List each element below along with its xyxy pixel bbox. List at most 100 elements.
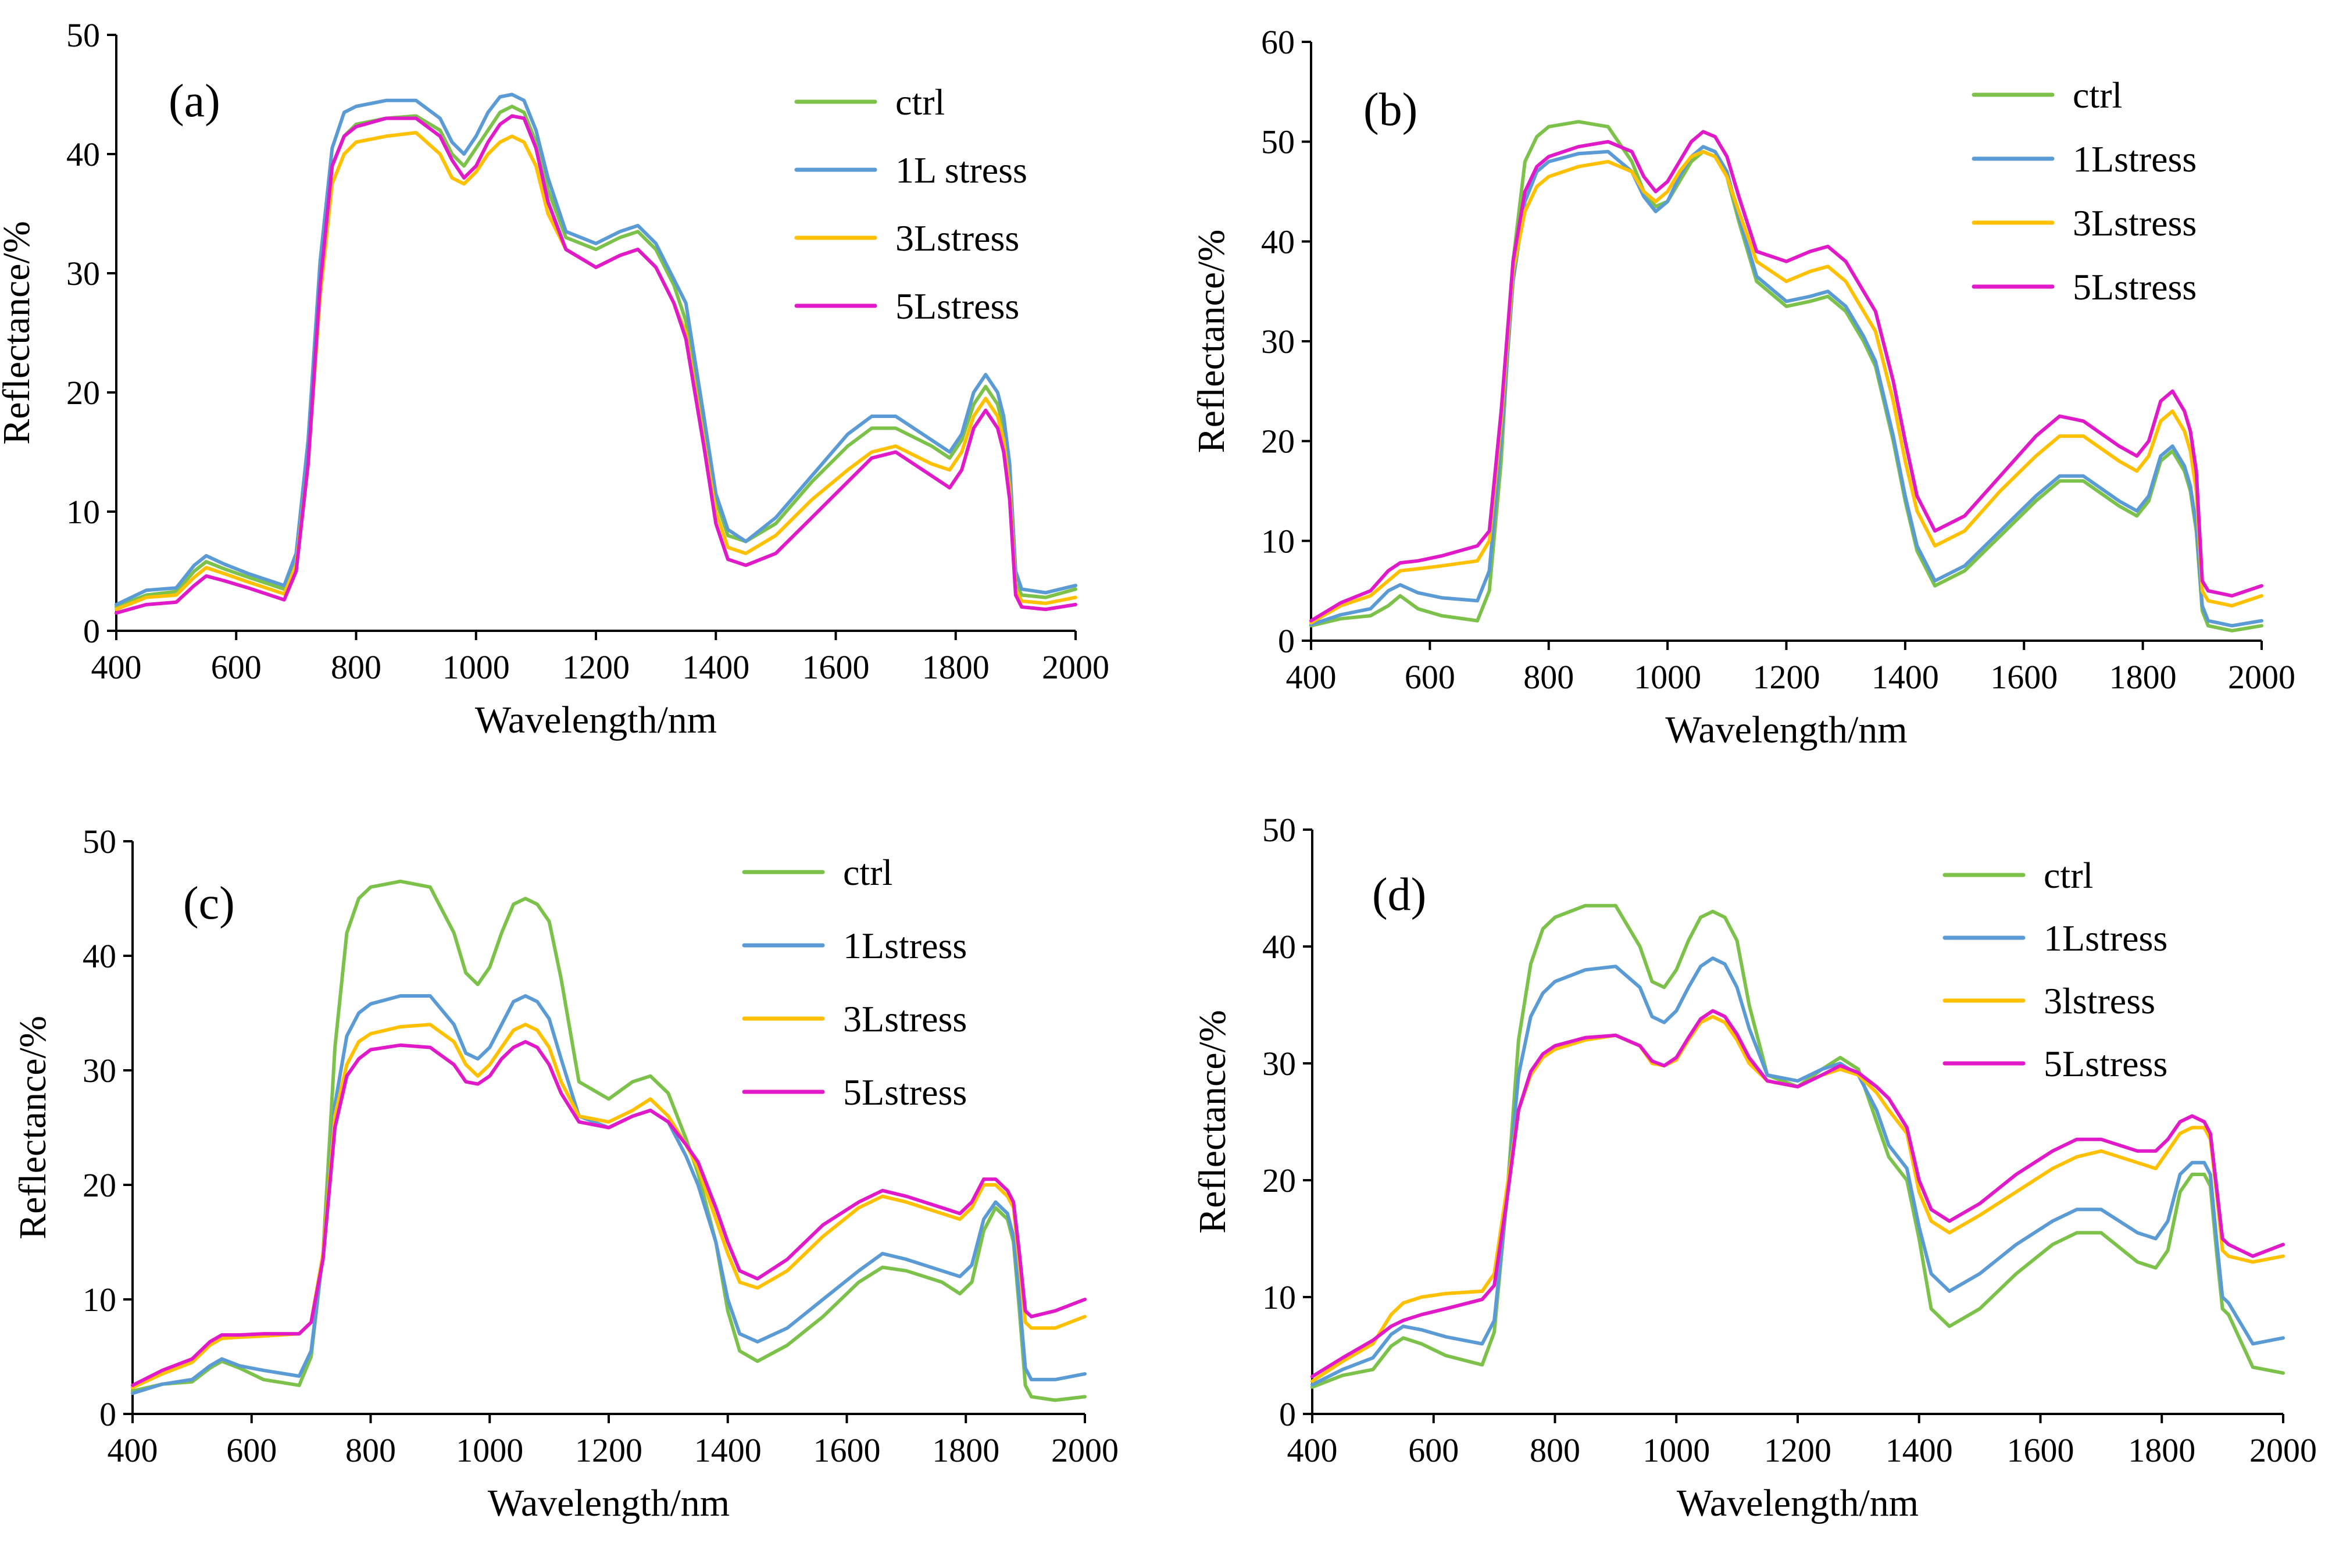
y-tick-label: 30 <box>66 255 100 292</box>
x-tick-label: 400 <box>108 1431 158 1469</box>
y-tick-label: 50 <box>66 16 100 54</box>
legend-label: 5Lstress <box>2044 1043 2167 1084</box>
legend: ctrl 1L stress 3Lstress 5Lstress <box>794 81 1027 327</box>
y-tick-label: 40 <box>1262 928 1296 966</box>
x-tick-label: 600 <box>1405 658 1455 696</box>
y-axis-title: Reflectance/% <box>0 221 38 445</box>
x-tick-label: 1200 <box>575 1431 642 1469</box>
x-tick-label: 800 <box>1523 658 1574 696</box>
series-line-s1 <box>115 92 1077 606</box>
y-tick-label: 10 <box>66 493 100 531</box>
legend-label: ctrl <box>843 852 892 893</box>
y-tick-label: 50 <box>1261 123 1295 161</box>
panel-label: (c) <box>183 878 235 929</box>
x-tick-label: 1800 <box>922 648 990 686</box>
x-tick-label: 800 <box>345 1431 396 1469</box>
x-tick-label: 2000 <box>1051 1431 1119 1469</box>
legend: ctrl 1Lstress 3Lstress 5Lstress <box>1972 74 2197 308</box>
x-tick-label: 1200 <box>562 648 630 686</box>
legend-label: 5Lstress <box>2073 266 2197 308</box>
series-line-s5 <box>1309 130 2263 623</box>
legend-label: 5Lstress <box>843 1071 967 1113</box>
x-tick-label: 1400 <box>1885 1431 1953 1469</box>
chart-panel-1: 400 600 800 1000 1200 1400 1600 1800 2000 0 10 20 30… <box>0 16 1109 741</box>
x-axis-title: Wavelength/nm <box>475 699 717 741</box>
legend-label: 3Lstress <box>2073 202 2197 244</box>
y-tick-label: 60 <box>1261 23 1295 61</box>
chart-panel-3: 400 600 800 1000 1200 1400 1600 1800 2000 0 10 20 30… <box>12 823 1119 1524</box>
x-tick-label: 1600 <box>802 648 870 686</box>
y-tick-label: 20 <box>1262 1162 1296 1199</box>
legend: ctrl 1Lstress 3lstress 5Lstress <box>1942 855 2167 1084</box>
x-tick-label: 800 <box>1530 1431 1580 1469</box>
x-tick-label: 1000 <box>456 1431 523 1469</box>
y-tick-label: 20 <box>1261 423 1295 460</box>
x-tick-label: 1600 <box>1990 658 2058 696</box>
y-tick-label: 20 <box>66 374 100 412</box>
legend-label: 3lstress <box>2044 980 2155 1021</box>
x-tick-label: 2000 <box>2249 1431 2317 1469</box>
x-tick-label: 2000 <box>2228 658 2295 696</box>
legend-label: 5Lstress <box>895 285 1019 327</box>
x-tick-label: 1400 <box>1872 658 1939 696</box>
y-tick-label: 50 <box>1262 811 1296 849</box>
y-tick-label: 40 <box>83 937 116 975</box>
series-line-s5 <box>115 114 1077 615</box>
x-tick-label: 1600 <box>2007 1431 2074 1469</box>
y-tick-label: 0 <box>83 612 100 650</box>
panel-label: (d) <box>1372 869 1426 920</box>
y-tick-label: 30 <box>1262 1045 1296 1083</box>
y-tick-label: 0 <box>1278 622 1295 660</box>
x-tick-label: 1800 <box>2128 1431 2195 1469</box>
x-tick-label: 1800 <box>932 1431 999 1469</box>
x-tick-label: 400 <box>91 648 142 686</box>
y-tick-label: 0 <box>1279 1395 1296 1433</box>
legend-label: 1Lstress <box>843 925 967 966</box>
chart-panel-4: 400 600 800 1000 1200 1400 1600 1800 2000 0 10 20 30… <box>1191 811 2317 1524</box>
series-line-s5 <box>1310 1009 2285 1378</box>
y-tick-label: 20 <box>83 1166 116 1204</box>
y-tick-label: 50 <box>83 823 116 860</box>
x-tick-label: 400 <box>1286 658 1337 696</box>
x-tick-label: 1600 <box>813 1431 881 1469</box>
y-tick-label: 40 <box>66 135 100 173</box>
y-axis-title: Reflectance/% <box>12 1016 54 1240</box>
x-tick-label: 800 <box>331 648 381 686</box>
chart-panel-2: 400 600 800 1000 1200 1400 1600 1800 2000 0 10 20 30… <box>1190 23 2295 751</box>
x-tick-label: 600 <box>1408 1431 1459 1469</box>
legend-label: ctrl <box>2044 855 2093 896</box>
x-tick-label: 1400 <box>694 1431 762 1469</box>
y-axis-title: Reflectance/% <box>1191 1010 1234 1234</box>
y-tick-label: 30 <box>83 1052 116 1090</box>
legend-label: ctrl <box>895 81 945 123</box>
legend-label: 1Lstress <box>2044 917 2167 959</box>
x-tick-label: 600 <box>211 648 262 686</box>
legend-label: 3Lstress <box>843 998 967 1040</box>
legend-label: 3Lstress <box>895 217 1019 259</box>
x-tick-label: 1000 <box>442 648 510 686</box>
legend: ctrl 1Lstress 3Lstress 5Lstress <box>742 852 967 1113</box>
x-axis-title: Wavelength/nm <box>488 1482 730 1524</box>
x-tick-label: 1200 <box>1753 658 1820 696</box>
legend-label: 1Lstress <box>2073 138 2197 180</box>
x-tick-label: 1400 <box>682 648 749 686</box>
x-tick-label: 1800 <box>2109 658 2177 696</box>
x-axis-title: Wavelength/nm <box>1665 709 1907 751</box>
y-tick-label: 40 <box>1261 223 1295 260</box>
x-tick-label: 1000 <box>1634 658 1701 696</box>
legend-label: 1L stress <box>895 149 1027 191</box>
panel-label: (a) <box>169 76 220 127</box>
x-tick-label: 400 <box>1287 1431 1338 1469</box>
x-tick-label: 2000 <box>1042 648 1109 686</box>
x-tick-label: 1000 <box>1642 1431 1710 1469</box>
x-tick-label: 600 <box>226 1431 277 1469</box>
y-axis-title: Reflectance/% <box>1190 230 1233 453</box>
y-tick-label: 0 <box>99 1395 116 1433</box>
series-line-s1 <box>1309 145 2263 628</box>
y-tick-label: 10 <box>1261 522 1295 560</box>
x-axis-title: Wavelength/nm <box>1677 1482 1919 1524</box>
y-tick-label: 10 <box>1262 1278 1296 1316</box>
x-tick-label: 1200 <box>1764 1431 1831 1469</box>
